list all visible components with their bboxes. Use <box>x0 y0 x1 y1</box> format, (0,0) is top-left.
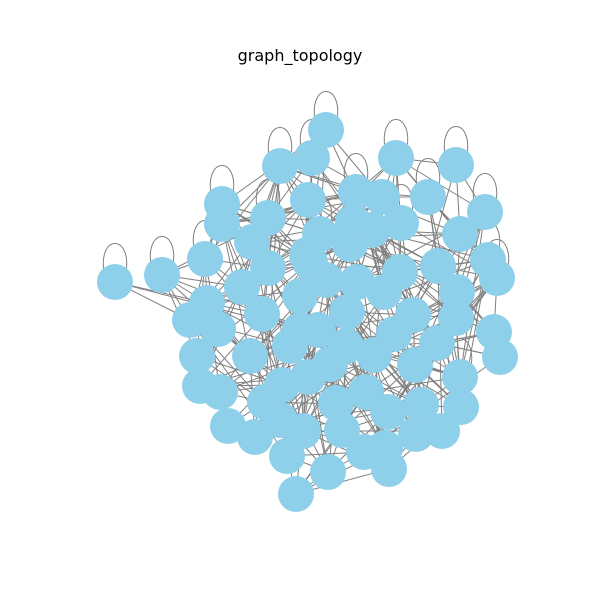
graph-node <box>339 264 375 300</box>
graph-node <box>308 112 344 148</box>
graph-node <box>356 337 392 373</box>
self-loop-edge <box>209 165 235 195</box>
graph-node <box>282 278 318 314</box>
graph-node <box>398 416 434 452</box>
graph-node <box>383 205 419 241</box>
self-loop-edge <box>149 236 175 266</box>
graph-node <box>371 451 407 487</box>
graph-node <box>467 194 503 230</box>
graph-node <box>294 140 330 176</box>
graph-node <box>310 454 346 490</box>
graph-edge <box>412 164 457 316</box>
graph-node <box>329 294 365 330</box>
graph-node <box>202 374 238 410</box>
graph-node <box>312 346 348 382</box>
graph-node <box>290 182 326 218</box>
graph-node <box>410 179 446 215</box>
graph-node <box>244 296 280 332</box>
graph-node <box>144 257 180 293</box>
node-layer <box>97 112 518 512</box>
graph-node <box>366 274 402 310</box>
graph-node <box>318 385 354 421</box>
graph-node <box>335 204 371 240</box>
self-loop-edge <box>415 158 441 188</box>
graph-node <box>232 338 268 374</box>
self-loop-edge <box>313 91 339 121</box>
graph-node <box>370 394 406 430</box>
self-loop-edge <box>443 126 469 156</box>
self-loop-edge <box>102 243 128 273</box>
self-loop-edge <box>472 173 498 203</box>
graph-node <box>403 387 439 423</box>
graph-node <box>179 338 215 374</box>
graph-node <box>442 359 478 395</box>
graph-node <box>224 269 260 305</box>
self-loop-edge <box>343 153 369 183</box>
graph-node <box>378 140 414 176</box>
graph-node <box>482 339 518 375</box>
graph-edge <box>204 165 281 260</box>
graph-node <box>250 250 286 286</box>
graph-node <box>282 312 318 348</box>
graph-node <box>420 248 456 284</box>
graph-edge <box>221 191 357 225</box>
self-loop-edge <box>383 119 409 149</box>
graph-node <box>479 260 515 296</box>
graph-node <box>187 241 223 277</box>
graph-node <box>172 302 208 338</box>
graph-node <box>397 347 433 383</box>
graph-node <box>443 389 479 425</box>
graph-node <box>97 264 133 300</box>
self-loop-edge <box>255 179 281 209</box>
graph-node <box>262 402 298 438</box>
graph-title: graph_topology <box>237 46 363 65</box>
graph-node <box>364 179 400 215</box>
graph-node <box>438 147 474 183</box>
graph-node <box>262 148 298 184</box>
graph-node <box>419 325 455 361</box>
graph-node <box>324 412 360 448</box>
graph-node <box>439 274 475 310</box>
graph-node <box>442 216 478 252</box>
graph-node <box>204 206 240 242</box>
graph-node <box>292 244 328 280</box>
graph-node <box>200 311 236 347</box>
graph-edge <box>261 165 281 315</box>
self-loop-edge <box>267 127 293 157</box>
graph-node <box>438 300 474 336</box>
graph-node <box>424 413 460 449</box>
graph-node <box>210 408 246 444</box>
graph-node <box>234 224 270 260</box>
graph-node <box>278 476 314 512</box>
